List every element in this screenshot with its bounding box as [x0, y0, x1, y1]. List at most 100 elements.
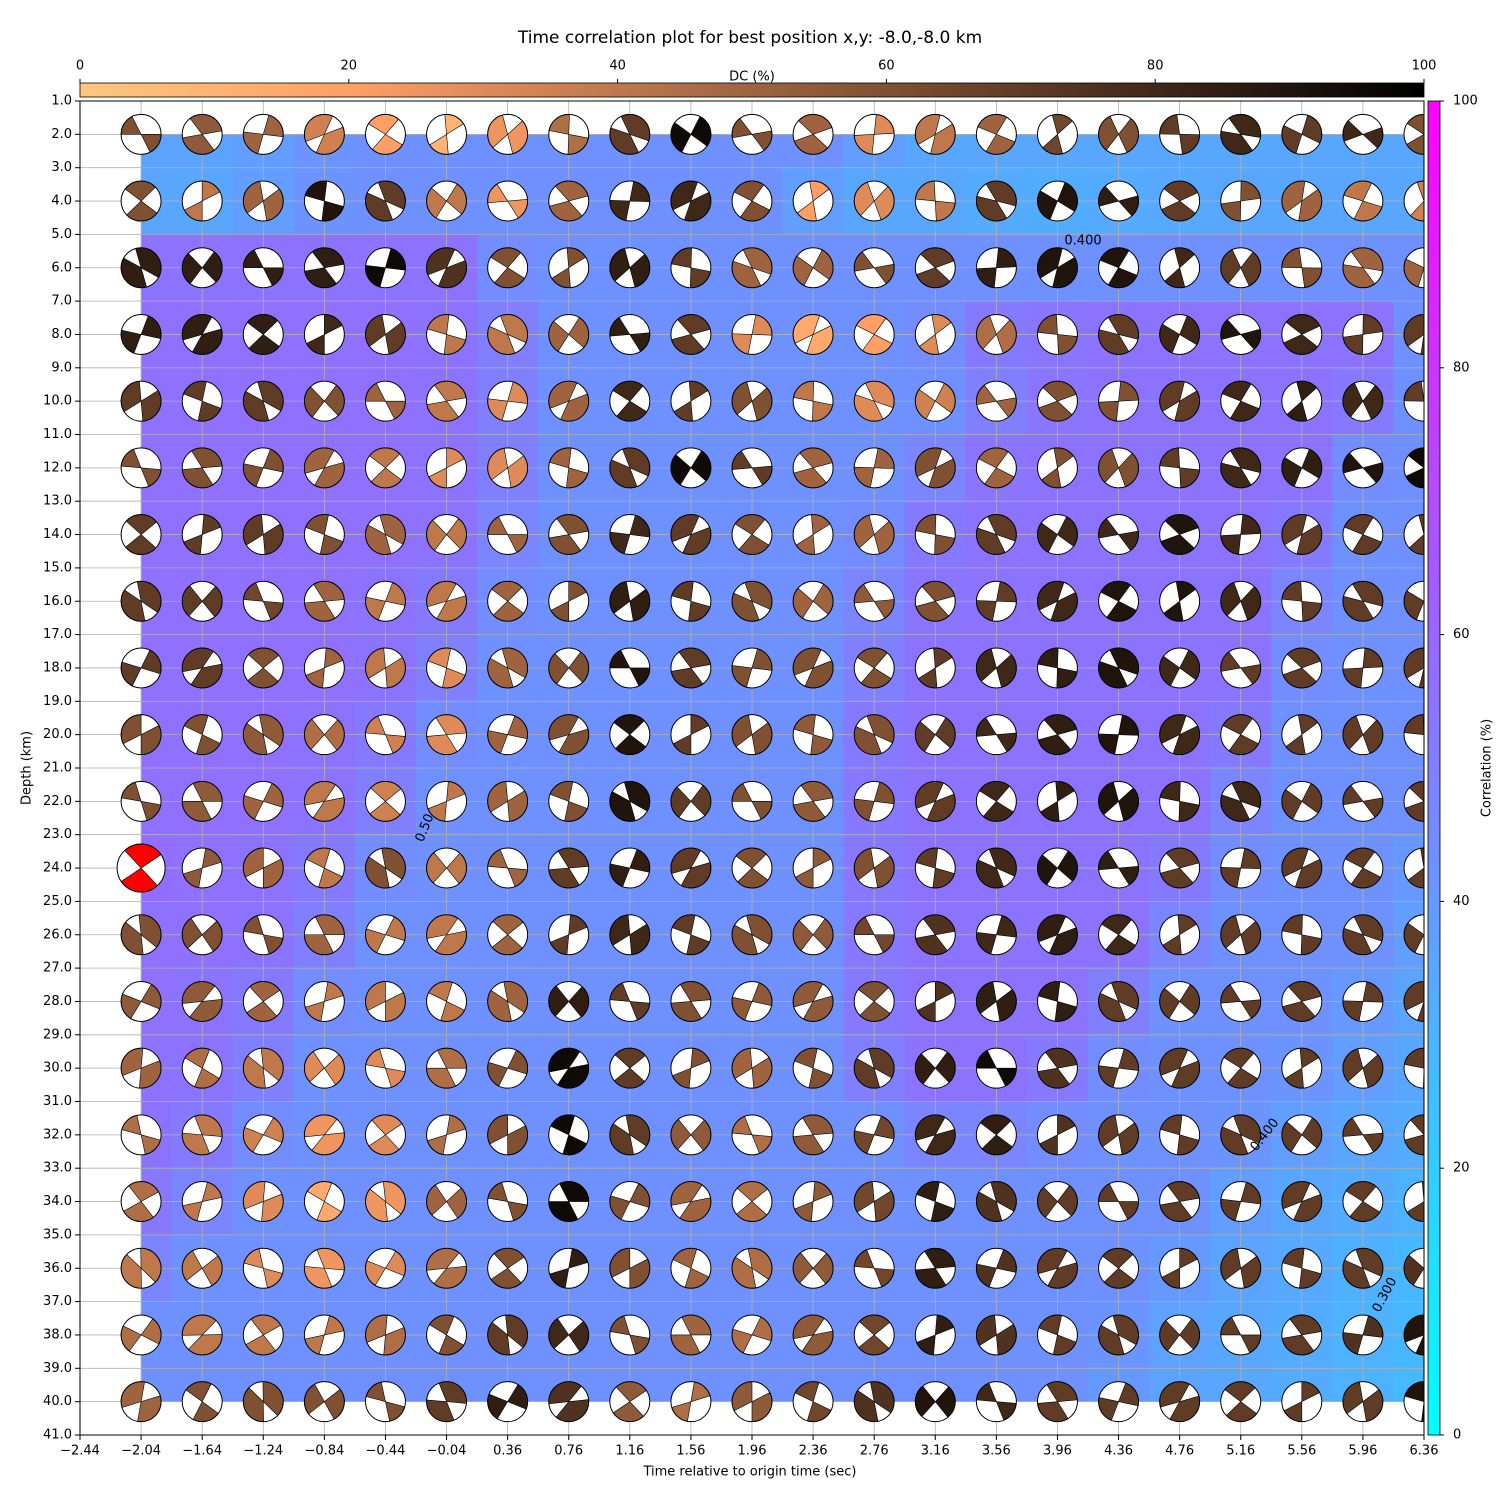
beachball: [364, 980, 406, 1022]
beachball: [364, 714, 406, 756]
beachball: [731, 714, 773, 756]
beachball: [303, 1381, 345, 1423]
beachball: [1098, 1114, 1140, 1156]
beachball: [242, 1181, 284, 1223]
beachball: [1159, 1047, 1201, 1089]
beachball: [303, 180, 345, 222]
beachball: [242, 647, 284, 689]
beachball: [1036, 580, 1078, 622]
beachball: [1159, 180, 1201, 222]
beachball: [120, 1181, 162, 1223]
beachball: [364, 580, 406, 622]
beachball: [120, 580, 162, 622]
beachball: [1159, 1314, 1201, 1356]
beachball: [914, 447, 956, 489]
beachball: [853, 847, 895, 889]
beachball: [1220, 1181, 1262, 1223]
beachball: [1342, 914, 1384, 956]
beachball: [853, 313, 895, 355]
corr-colorbar-tick-label: 0: [1453, 1428, 1461, 1443]
beachball: [792, 1181, 834, 1223]
beachball: [792, 1247, 834, 1289]
beachball: [914, 980, 956, 1022]
beachball: [1281, 780, 1323, 822]
beachball: [670, 1181, 712, 1223]
beachball: [853, 1247, 895, 1289]
beachball: [914, 580, 956, 622]
y-tick-label: 16.0: [43, 594, 72, 609]
beachball: [426, 1114, 468, 1156]
beachball: [548, 180, 590, 222]
beachball: [1036, 714, 1078, 756]
beachball: [181, 580, 223, 622]
beachball: [609, 247, 651, 289]
beachball: [670, 1114, 712, 1156]
beachball: [609, 980, 651, 1022]
beachball: [1403, 313, 1424, 355]
beachball: [487, 514, 529, 556]
y-tick-label: 31.0: [43, 1094, 72, 1109]
beachball: [914, 514, 956, 556]
beachball: [487, 580, 529, 622]
beachball: [426, 1181, 468, 1223]
beachball: [487, 1247, 529, 1289]
beachball: [364, 1247, 406, 1289]
beachball: [792, 1314, 834, 1356]
beachball: [426, 780, 468, 822]
beachball: [181, 1114, 223, 1156]
beachball: [1342, 180, 1384, 222]
beachball: [242, 247, 284, 289]
beachball: [792, 847, 834, 889]
beachball: [181, 113, 223, 155]
y-tick-label: 15.0: [43, 560, 72, 575]
y-tick-label: 28.0: [43, 994, 72, 1009]
beachball: [609, 380, 651, 422]
beachball: [1281, 1381, 1323, 1423]
beachball: [242, 313, 284, 355]
y-tick-label: 32.0: [43, 1127, 72, 1142]
beachball: [426, 1247, 468, 1289]
beachball: [1403, 1181, 1424, 1223]
y-tick-label: 33.0: [43, 1161, 72, 1176]
beachball: [853, 1314, 895, 1356]
beachball: [120, 447, 162, 489]
beachball: [670, 514, 712, 556]
beachball: [1098, 380, 1140, 422]
beachball: [181, 780, 223, 822]
beachball: [975, 1381, 1017, 1423]
y-tick-label: 24.0: [43, 861, 72, 876]
beachball: [242, 514, 284, 556]
x-tick-label: 4.36: [1104, 1444, 1133, 1459]
beachball: [303, 1114, 345, 1156]
beachball: [1098, 1381, 1140, 1423]
beachball: [303, 1047, 345, 1089]
beachball: [1098, 1181, 1140, 1223]
beachball: [1220, 447, 1262, 489]
beachball: [1403, 1047, 1424, 1089]
beachball: [1220, 514, 1262, 556]
beachball: [487, 113, 529, 155]
beachball: [731, 1381, 773, 1423]
beachball: [548, 247, 590, 289]
beachball: [1220, 380, 1262, 422]
beachball: [1342, 247, 1384, 289]
beachball: [914, 847, 956, 889]
beachball: [975, 1314, 1017, 1356]
beachball: [914, 1247, 956, 1289]
beachball: [303, 847, 345, 889]
beachball: [731, 1181, 773, 1223]
beachball: [731, 647, 773, 689]
beachball: [242, 914, 284, 956]
beachball: [181, 313, 223, 355]
beachball: [731, 780, 773, 822]
beachball: [426, 714, 468, 756]
beachball: [1281, 647, 1323, 689]
beachball: [1342, 313, 1384, 355]
beachball: [731, 180, 773, 222]
beachball: [1342, 447, 1384, 489]
beachball: [1159, 247, 1201, 289]
beachball: [426, 514, 468, 556]
beachball: [975, 247, 1017, 289]
beachball: [1098, 714, 1140, 756]
beachball: [731, 1047, 773, 1089]
